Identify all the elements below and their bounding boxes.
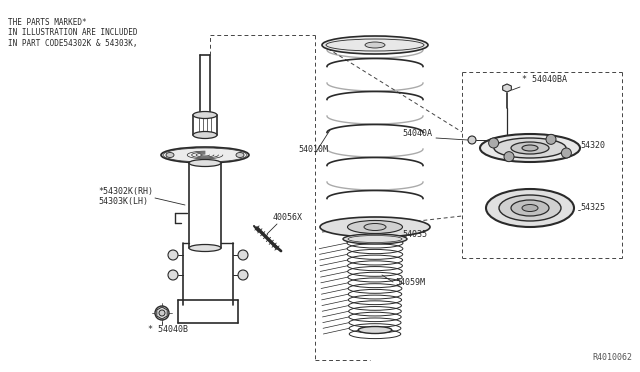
Ellipse shape [365,42,385,48]
Ellipse shape [358,327,392,334]
Circle shape [168,250,178,260]
Ellipse shape [236,153,244,157]
Ellipse shape [486,189,574,227]
Text: 54035: 54035 [402,230,427,239]
Text: 54325: 54325 [580,203,605,212]
Ellipse shape [494,138,566,158]
Ellipse shape [193,131,217,138]
Ellipse shape [193,112,217,119]
Ellipse shape [189,244,221,251]
Ellipse shape [511,142,549,154]
Polygon shape [502,84,511,92]
Ellipse shape [189,160,221,167]
Text: 54059M: 54059M [395,278,425,287]
Circle shape [561,148,572,158]
Ellipse shape [200,112,210,118]
Ellipse shape [480,134,580,162]
Ellipse shape [511,200,549,216]
Circle shape [168,270,178,280]
Circle shape [155,306,169,320]
Ellipse shape [522,145,538,151]
Text: 54320: 54320 [580,141,605,150]
Ellipse shape [499,195,561,221]
Text: THE PARTS MARKED*
IN ILLUSTRATION ARE INCLUDED
IN PART CODE54302K & 54303K,: THE PARTS MARKED* IN ILLUSTRATION ARE IN… [8,18,138,48]
Ellipse shape [166,153,174,157]
Text: 54303K(LH): 54303K(LH) [98,197,148,206]
Text: 54010M: 54010M [298,145,328,154]
Ellipse shape [343,234,407,244]
Ellipse shape [320,217,430,237]
Text: * 54040BA: * 54040BA [522,75,567,84]
Circle shape [159,310,165,316]
Circle shape [488,138,499,148]
Ellipse shape [348,221,403,234]
Text: 54040A: 54040A [402,129,432,138]
Text: *54302K(RH): *54302K(RH) [98,187,153,196]
Ellipse shape [364,224,386,231]
Circle shape [504,152,514,162]
Circle shape [238,250,248,260]
Ellipse shape [322,36,428,54]
Text: 40056X: 40056X [273,213,303,222]
Circle shape [468,136,476,144]
Text: R4010062: R4010062 [592,353,632,362]
Circle shape [546,134,556,144]
Ellipse shape [522,205,538,212]
Ellipse shape [161,147,249,163]
Text: * 54040B: * 54040B [148,325,188,334]
Circle shape [238,270,248,280]
